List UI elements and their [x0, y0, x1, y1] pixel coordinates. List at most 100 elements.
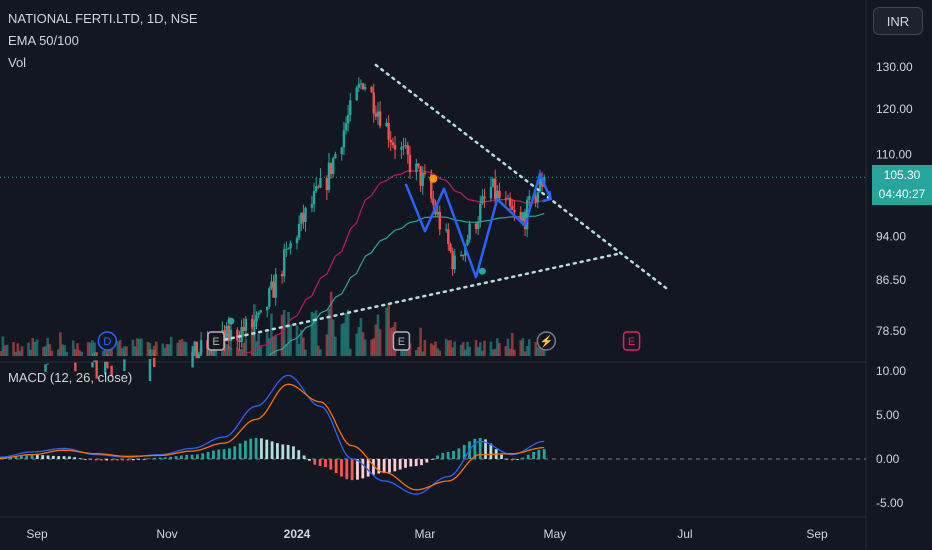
last-price-value: 105.30	[883, 168, 921, 182]
volume-bar	[464, 349, 467, 356]
candle-body	[319, 177, 322, 188]
candle-body	[528, 196, 531, 200]
candle-body	[389, 139, 392, 143]
macd-axis-label: 10.00	[876, 364, 906, 378]
candle-body	[385, 122, 388, 127]
histogram-bar	[201, 453, 205, 459]
volume-bar	[118, 339, 122, 356]
volume-bar	[478, 342, 482, 356]
volume-bar	[240, 348, 243, 356]
volume-bar	[0, 350, 3, 356]
volume-bar	[476, 346, 480, 356]
volume-bar	[244, 338, 248, 356]
volume-bar	[536, 347, 540, 356]
histogram-bar	[158, 457, 162, 459]
candle-body	[489, 186, 493, 199]
candle-body	[361, 83, 365, 90]
volume-bar	[42, 347, 45, 356]
volume-bar	[538, 341, 542, 356]
candle-body	[325, 177, 329, 190]
volume-bar	[310, 311, 314, 356]
ema-legend[interactable]: EMA 50/100	[8, 33, 79, 48]
volume-bar	[44, 346, 47, 356]
histogram-bar	[228, 448, 231, 459]
histogram-bar	[457, 448, 461, 459]
candle-body	[227, 325, 231, 342]
volume-bar	[466, 341, 469, 356]
candle-body	[376, 111, 380, 117]
candle-body	[444, 229, 448, 231]
volume-bar	[359, 318, 363, 356]
histogram-bar	[329, 459, 333, 470]
volume-bar	[110, 348, 113, 356]
volume-bar	[415, 350, 418, 356]
volume-bar	[88, 342, 92, 356]
volume-bar	[302, 337, 305, 356]
volume-bar	[12, 342, 15, 356]
histogram-bar	[425, 459, 429, 463]
candle-body	[521, 217, 525, 221]
histogram-bar	[340, 459, 343, 477]
candle-body	[540, 178, 544, 187]
histogram-bar	[276, 443, 279, 459]
volume-bar	[376, 314, 380, 356]
volume-bar	[346, 309, 350, 356]
histogram-bar	[404, 459, 407, 468]
volume-bar	[161, 343, 165, 356]
macd-title[interactable]: MACD (12, 26, close)	[8, 370, 133, 385]
candle-body	[534, 196, 537, 203]
candle-body	[508, 197, 512, 207]
volume-legend[interactable]: Vol	[8, 55, 27, 70]
volume-bar	[312, 312, 316, 356]
volume-bar	[370, 339, 373, 356]
histogram-bar	[62, 456, 66, 459]
histogram-bar	[238, 443, 242, 459]
candle-body	[513, 209, 516, 213]
volume-bar	[184, 342, 188, 356]
candle-body	[197, 354, 201, 359]
histogram-bar	[233, 446, 237, 459]
volume-bar	[5, 344, 9, 356]
currency-button[interactable]: INR	[873, 7, 923, 35]
histogram-bar	[51, 455, 55, 459]
volume-bar	[423, 339, 427, 356]
volume-bar	[297, 344, 301, 356]
candle-body	[317, 186, 320, 188]
candle-body	[438, 211, 441, 230]
histogram-bar	[388, 459, 391, 473]
volume-bar	[342, 322, 346, 356]
volume-bar	[447, 340, 450, 356]
histogram-bar	[484, 439, 487, 459]
candle-body	[191, 351, 194, 368]
histogram-bar	[345, 459, 349, 480]
candle-body	[408, 154, 412, 172]
volume-bar	[74, 349, 77, 356]
histogram-bar	[19, 455, 23, 459]
volume-bar	[357, 326, 361, 356]
candle-body	[310, 204, 314, 208]
histogram-bar	[334, 459, 338, 474]
volume-bar	[57, 349, 60, 356]
volume-bar	[483, 340, 486, 356]
candle-body	[453, 255, 456, 270]
volume-bar	[434, 341, 437, 356]
candle-body	[459, 254, 463, 256]
volume-bar	[163, 347, 167, 356]
volume-bar	[327, 308, 331, 356]
volume-bar	[91, 340, 94, 356]
volume-bar	[3, 345, 7, 356]
histogram-bar	[462, 444, 466, 459]
histogram-bar	[46, 455, 50, 459]
candle-body	[370, 87, 373, 93]
histogram-bar	[190, 454, 194, 459]
volume-bar	[16, 343, 20, 356]
volume-bar	[506, 338, 510, 356]
symbol-title[interactable]: NATIONAL FERTI.LTD, 1D, NSE	[8, 11, 198, 26]
histogram-bar	[286, 444, 290, 459]
volume-bar	[225, 344, 228, 356]
volume-bar	[491, 349, 495, 356]
candle-body	[511, 206, 514, 210]
histogram-bar	[25, 454, 29, 459]
candle-body	[251, 318, 254, 328]
